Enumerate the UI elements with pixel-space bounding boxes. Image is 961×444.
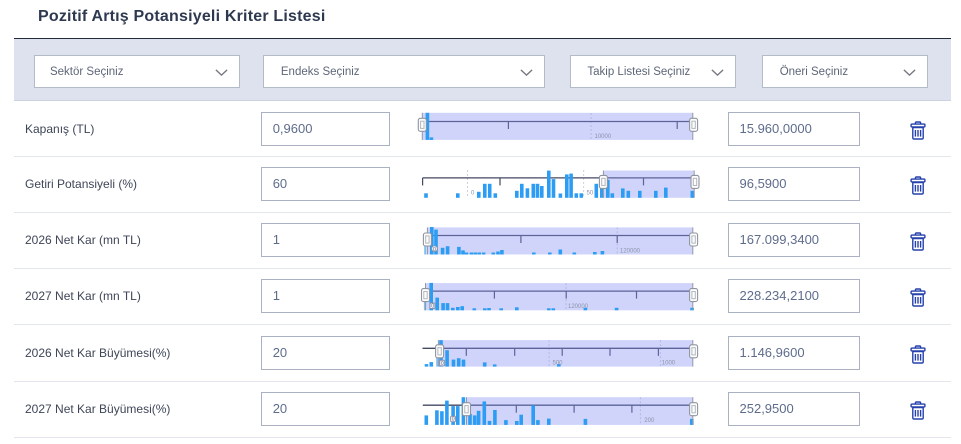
svg-text:120000: 120000 [568,304,589,310]
svg-text:0: 0 [452,417,455,423]
svg-text:0: 0 [441,361,444,367]
svg-text:0: 0 [431,304,434,310]
svg-text:0: 0 [471,191,475,197]
svg-text:200: 200 [644,418,655,424]
svg-text:0: 0 [433,247,436,253]
svg-text:500: 500 [553,360,564,366]
svg-text:1000: 1000 [662,360,676,366]
svg-text:50: 50 [587,191,594,197]
svg-text:10000: 10000 [595,134,612,140]
svg-text:120000: 120000 [620,249,641,255]
